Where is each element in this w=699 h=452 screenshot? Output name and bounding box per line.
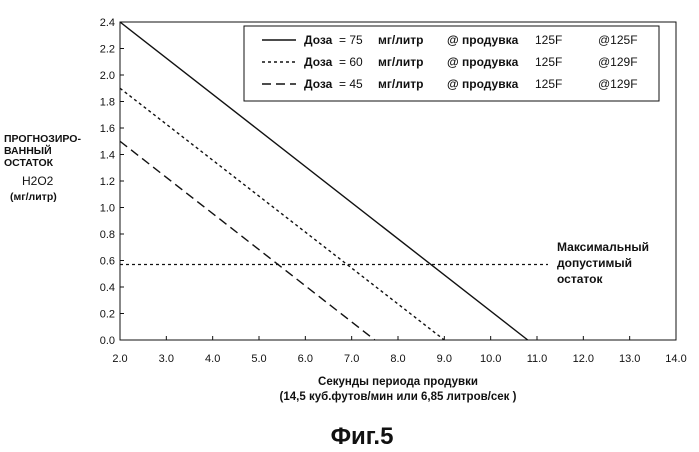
x-tick-label: 13.0 [619, 353, 640, 365]
x-tick-label: 10.0 [480, 353, 501, 365]
y-label-line-2: ВАННЫЙ [4, 144, 52, 157]
legend-unit-1: мг/литр [378, 33, 423, 47]
y-tick-label: 2.2 [100, 44, 115, 56]
legend-val-2: = 60 [339, 55, 363, 69]
x-tick-label: 7.0 [344, 353, 359, 365]
y-tick-label: 2.4 [100, 17, 115, 29]
y-tick-label: 1.4 [100, 150, 115, 162]
x-tick-label: 12.0 [573, 353, 594, 365]
legend-val-1: = 75 [339, 33, 363, 47]
y-label-line-3: ОСТАТОК [4, 157, 54, 169]
y-tick-label: 0.4 [100, 282, 115, 294]
legend-temp2-2: @129F [598, 55, 638, 69]
series-line-2 [120, 88, 444, 340]
legend-at-3: @ продувка [447, 77, 519, 91]
reference-label-line-2: допустимый [557, 256, 632, 270]
x-tick-label: 14.0 [665, 353, 686, 365]
legend-temp2-1: @125F [598, 33, 638, 47]
legend-unit-2: мг/литр [378, 55, 423, 69]
y-tick-label: 1.2 [100, 176, 115, 188]
y-axis-label: ПРОГНОЗИРО- ВАННЫЙ ОСТАТОК H2O2 (мг/литр… [4, 133, 81, 203]
x-tick-label: 9.0 [437, 353, 452, 365]
legend-temp-1: 125F [535, 33, 562, 47]
y-tick-label: 0.2 [100, 309, 115, 321]
y-tick-label: 0.8 [100, 229, 115, 241]
x-axis-label: Секунды периода продувки [318, 376, 478, 388]
legend-temp-3: 125F [535, 77, 562, 91]
y-tick-label: 0.0 [100, 335, 115, 347]
legend-temp-2: 125F [535, 55, 562, 69]
legend-at-2: @ продувка [447, 55, 519, 69]
legend-dose-1: Доза [304, 33, 333, 47]
figure-caption: Фиг.5 [331, 423, 394, 450]
y-tick-label: 2.0 [100, 70, 115, 82]
x-axis-label-sub: (14,5 куб.футов/мин или 6,85 литров/сек … [280, 391, 517, 403]
y-tick-label: 1.0 [100, 203, 115, 215]
x-tick-label: 4.0 [205, 353, 220, 365]
x-tick-label: 8.0 [390, 353, 405, 365]
y-label-formula: H2O2 [22, 174, 54, 188]
y-tick-label: 0.6 [100, 256, 115, 268]
reference-label-line-3: остаток [557, 272, 603, 286]
x-tick-label: 11.0 [527, 353, 548, 365]
x-tick-label: 5.0 [251, 353, 266, 365]
legend-dose-2: Доза [304, 55, 333, 69]
reference-label-line-1: Максимальный [557, 240, 649, 254]
y-label-unit: (мг/литр) [10, 191, 57, 203]
legend: Доза = 75 мг/литр @ продувка 125F @125F Доза = … [244, 26, 659, 101]
legend-unit-3: мг/литр [378, 77, 423, 91]
y-tick-label: 1.6 [100, 123, 115, 135]
series-line-3 [120, 141, 375, 340]
y-label-line-1: ПРОГНОЗИРО- [4, 133, 81, 145]
x-tick-label: 3.0 [159, 353, 174, 365]
x-tick-label: 6.0 [298, 353, 313, 365]
x-tick-label: 2.0 [112, 353, 127, 365]
legend-at-1: @ продувка [447, 33, 519, 47]
legend-val-3: = 45 [339, 77, 363, 91]
y-tick-label: 1.8 [100, 97, 115, 109]
legend-temp2-3: @129F [598, 77, 638, 91]
legend-dose-3: Доза [304, 77, 333, 91]
